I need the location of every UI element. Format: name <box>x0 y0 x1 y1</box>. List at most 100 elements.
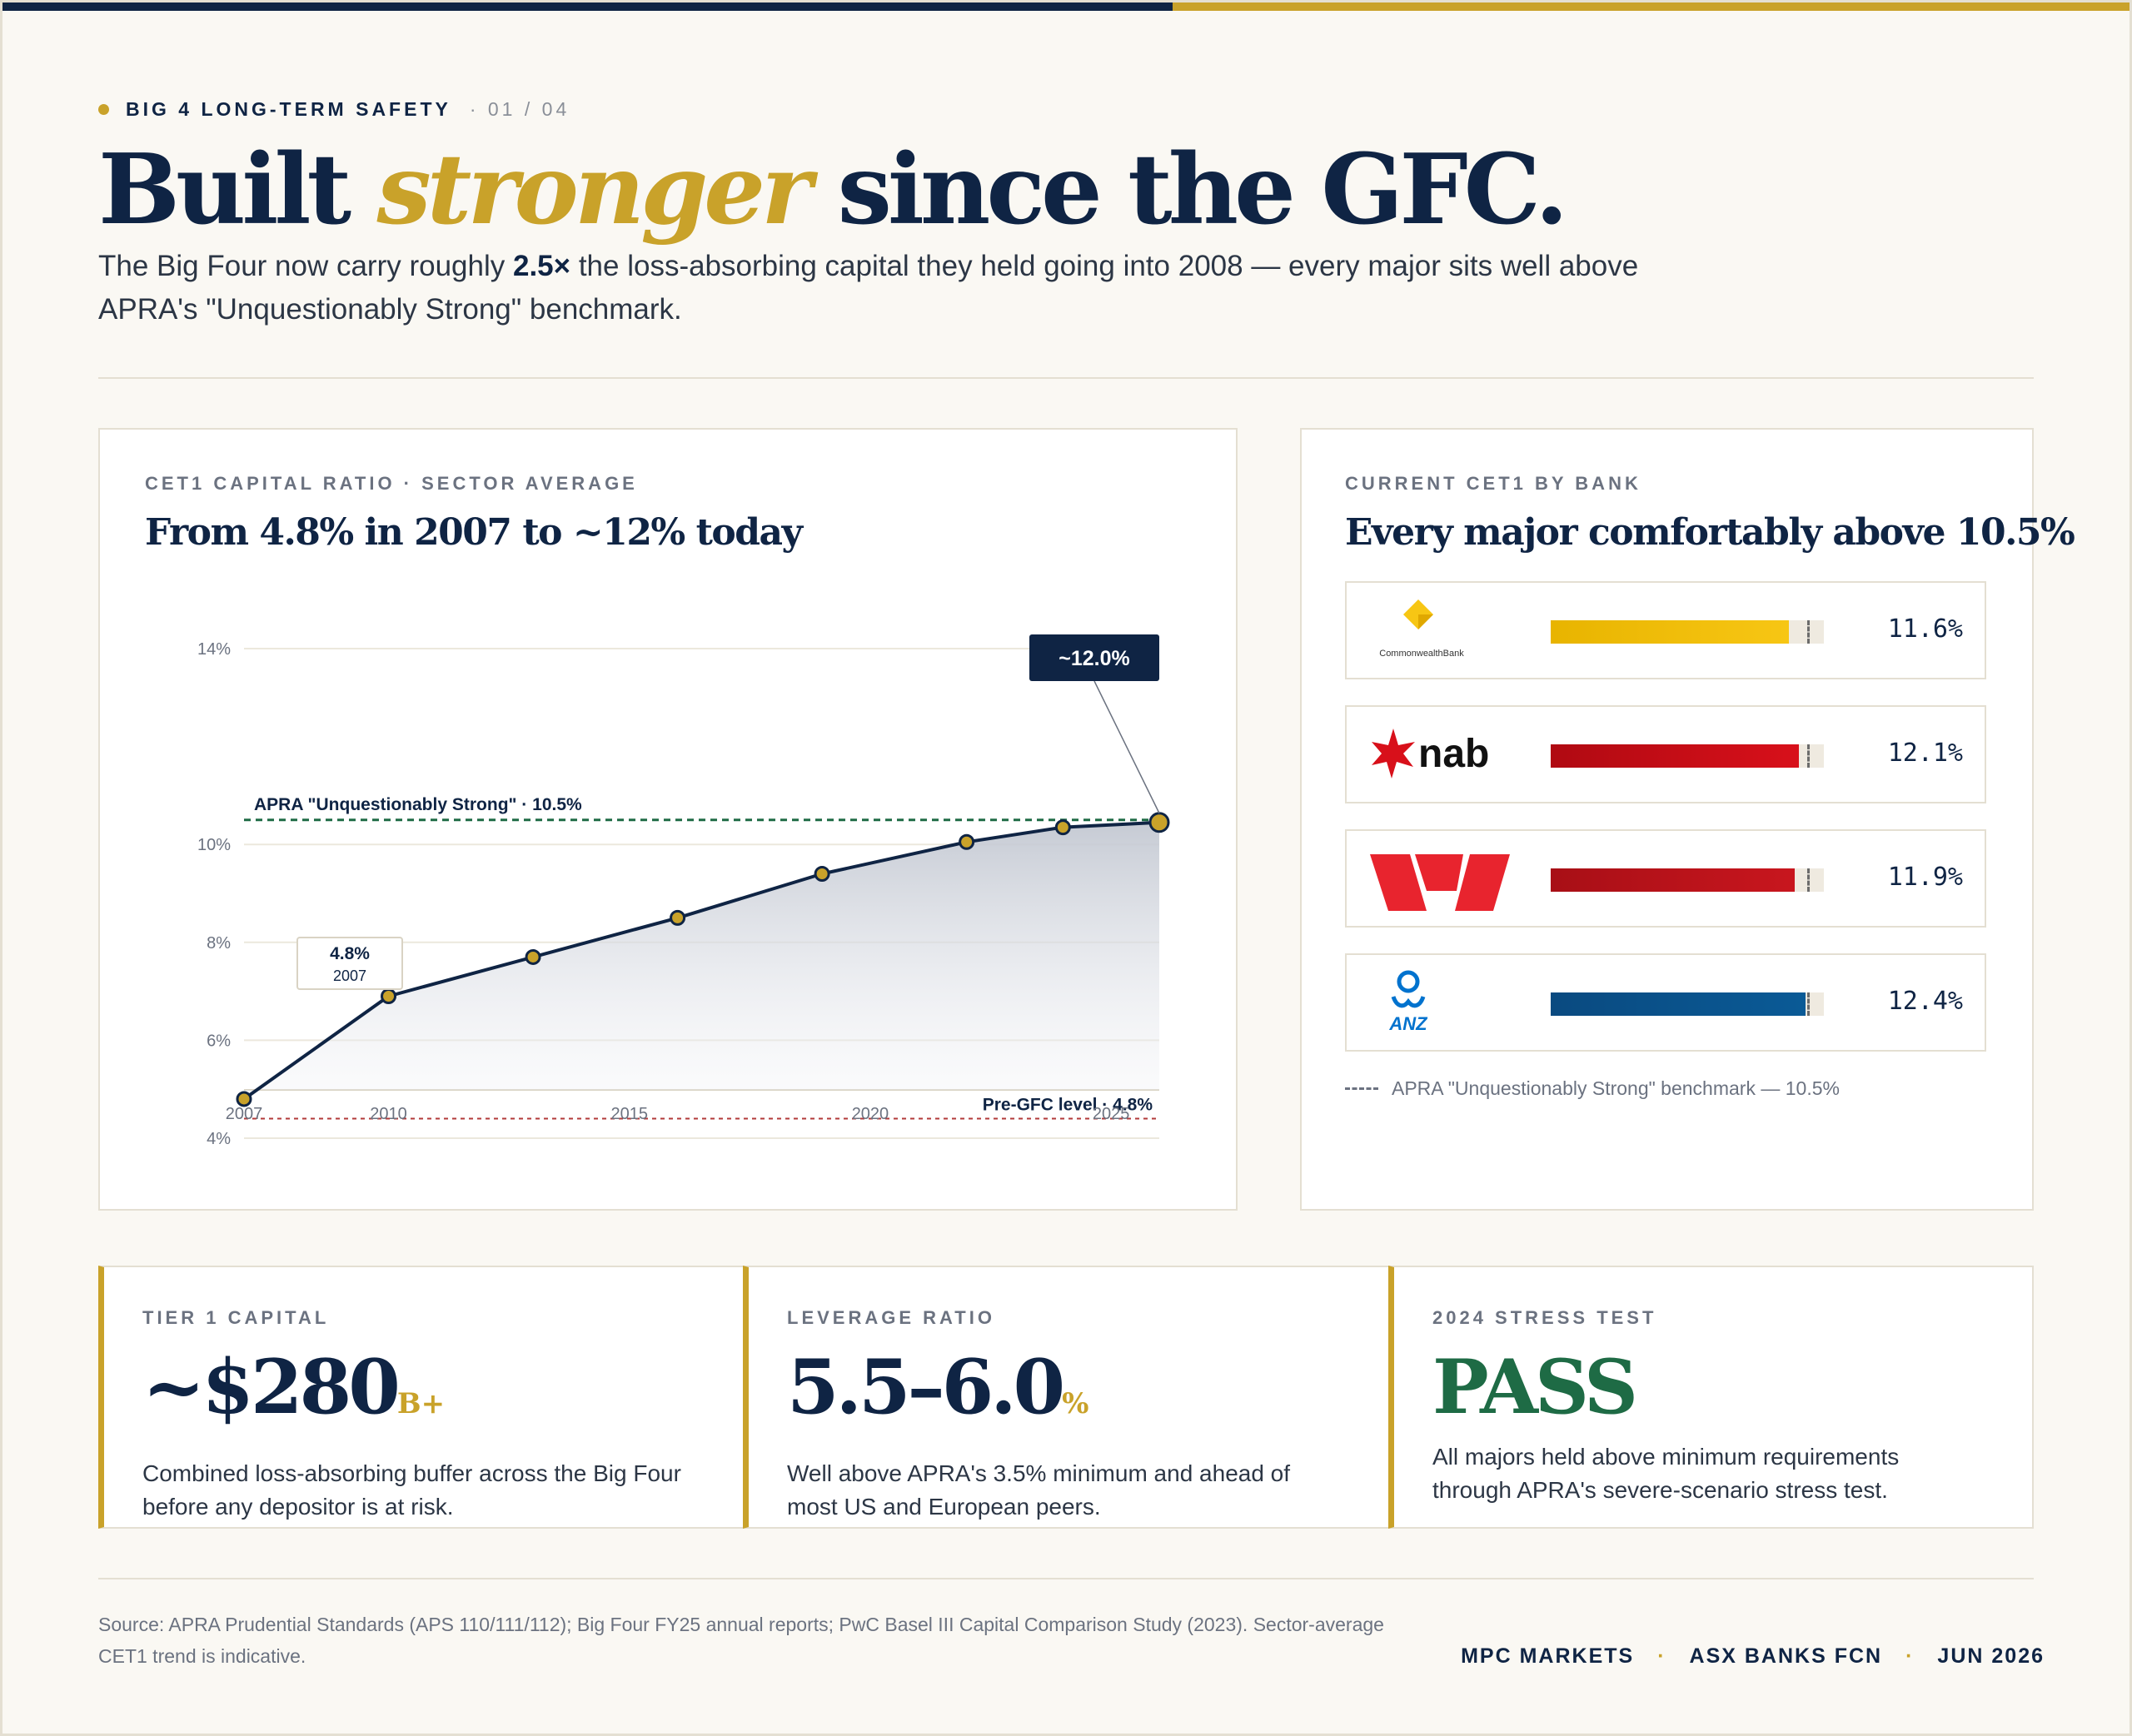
subtitle-text: The Big Four now carry roughly <box>98 250 513 282</box>
stat-kicker: 2024 STRESS TEST <box>1432 1307 1657 1328</box>
trend-title: From 4.8% in 2007 to ~12% today <box>145 511 803 554</box>
eyebrow-dot-icon <box>98 104 109 115</box>
anz-bar <box>1551 992 1806 1016</box>
anz-value: 12.4% <box>1887 987 1963 1016</box>
anz-benchmark-tick <box>1807 992 1811 1016</box>
nab-bar-track <box>1551 744 1824 768</box>
apra-benchmark-label: APRA "Unquestionably Strong" · 10.5% <box>254 795 582 814</box>
footer-divider <box>98 1578 2034 1579</box>
x-tick-label: 2020 <box>852 1105 889 1123</box>
data-point <box>1148 812 1170 833</box>
footer-brand: MPC MARKETS <box>1461 1644 1635 1668</box>
page-indicator: · 01 / 04 <box>469 98 570 120</box>
divider <box>98 377 2034 379</box>
cet1-trend-chart: APRA "Unquestionably Strong" · 10.5% Pre… <box>197 634 1170 1148</box>
footer-credits: MPC MARKETS · ASX BANKS FCN · JUN 2026 <box>1461 1644 2045 1669</box>
pre-gfc-label: Pre-GFC level · 4.8% <box>983 1095 1153 1114</box>
bank-legend-text: APRA "Unquestionably Strong" benchmark —… <box>1392 1077 1840 1099</box>
x-tick-label: 2010 <box>370 1105 407 1123</box>
data-point <box>670 909 686 926</box>
westpac-benchmark-tick <box>1807 868 1811 892</box>
data-point <box>525 948 541 965</box>
cba-logo: CommonwealthBank <box>1367 583 1533 678</box>
stat-description: Well above APRA's 3.5% minimum and ahead… <box>787 1460 1291 1520</box>
cet1-trend-card: CET1 CAPITAL RATIO · SECTOR AVERAGE From… <box>98 428 1238 1211</box>
x-tick-label: 2007 <box>226 1105 263 1123</box>
top-accent-bar <box>0 0 2132 11</box>
cba-bar <box>1551 620 1790 644</box>
y-tick-label: 10% <box>197 836 231 854</box>
bank-row-anz: ANZ 12.4% <box>1345 953 1986 1052</box>
nab-value: 12.1% <box>1887 739 1963 768</box>
westpac-bar-track <box>1551 868 1824 892</box>
data-point <box>381 987 397 1004</box>
x-tick-label: 2025 <box>1093 1105 1130 1123</box>
page-title: Built stronger since the GFC. <box>98 133 1569 246</box>
trend-kicker: CET1 CAPITAL RATIO · SECTOR AVERAGE <box>145 473 638 494</box>
stat-number: ~$280 <box>142 1343 401 1431</box>
bank-row-westpac: 11.9% <box>1345 829 1986 928</box>
nab-logo: nab <box>1367 707 1533 802</box>
callout-leader-line <box>1093 680 1160 814</box>
westpac-logo <box>1367 831 1533 926</box>
bank-legend: APRA "Unquestionably Strong" benchmark —… <box>1345 1077 1840 1100</box>
subtitle: The Big Four now carry roughly 2.5× the … <box>98 245 1681 331</box>
end-callout-text: ~12.0% <box>1059 647 1130 670</box>
nab-logo-text: nab <box>1418 732 1489 776</box>
footer-date: JUN 2026 <box>1937 1644 2045 1668</box>
y-tick-label: 8% <box>207 934 231 953</box>
x-tick-label: 2015 <box>610 1105 648 1123</box>
stat-description: Combined loss-absorbing buffer across th… <box>142 1460 681 1520</box>
footer-separator: · <box>1905 1644 1915 1668</box>
cba-benchmark-tick <box>1807 620 1811 644</box>
headline-part2: since the GFC. <box>808 133 1569 246</box>
stat-description: All majors held above minimum requiremen… <box>1432 1444 1900 1503</box>
start-callout: 4.8% 2007 <box>296 937 403 990</box>
cba-value: 11.6% <box>1887 614 1963 644</box>
data-point <box>236 1091 252 1107</box>
stat-stress-test: 2024 STRESS TEST PASS All majors held ab… <box>1388 1266 2034 1529</box>
headline-emphasis: stronger <box>376 133 812 246</box>
data-point <box>814 865 830 882</box>
stat-kicker: TIER 1 CAPITAL <box>142 1307 330 1328</box>
trend-line <box>242 820 1160 1101</box>
trend-area <box>244 822 1159 1099</box>
footer-product: ASX BANKS FCN <box>1689 1644 1883 1668</box>
headline-part1: Built <box>98 133 377 246</box>
westpac-value: 11.9% <box>1887 863 1963 892</box>
data-point <box>1054 819 1071 836</box>
y-tick-label: 14% <box>197 640 231 659</box>
anz-bar-track <box>1551 992 1824 1016</box>
stat-tier1: TIER 1 CAPITAL ~$280B+ Combined loss-abs… <box>98 1266 745 1529</box>
eyebrow: BIG 4 LONG-TERM SAFETY · 01 / 04 <box>98 98 570 121</box>
eyebrow-label: BIG 4 LONG-TERM SAFETY <box>126 98 451 120</box>
data-point <box>959 833 975 850</box>
legend-dash-icon <box>1345 1087 1378 1090</box>
stat-value: 5.5–6.0% <box>787 1346 1390 1445</box>
stat-value: PASS <box>1432 1346 2032 1429</box>
subtitle-highlight: 2.5× <box>512 250 571 282</box>
y-tick-label: 4% <box>207 1130 231 1148</box>
stat-value: ~$280B+ <box>142 1346 745 1445</box>
bank-title: Every major comfortably above 10.5% <box>1345 511 2075 554</box>
stat-kicker: LEVERAGE RATIO <box>787 1307 995 1328</box>
bank-row-cba: CommonwealthBank 11.6% <box>1345 581 1986 679</box>
westpac-bar <box>1551 868 1796 892</box>
stat-unit: % <box>1062 1387 1089 1420</box>
bank-cet1-card: CURRENT CET1 BY BANK Every major comfort… <box>1300 428 2075 1211</box>
footer-separator: · <box>1657 1644 1666 1668</box>
subtitle-text-end: the loss-absorbing capital they held goi… <box>98 250 1639 326</box>
start-callout-value: 4.8% <box>330 944 370 963</box>
stat-number: PASS <box>1432 1343 1638 1431</box>
bank-kicker: CURRENT CET1 BY BANK <box>1345 473 1641 494</box>
stat-unit: B+ <box>396 1387 446 1420</box>
stat-number: 5.5–6.0 <box>787 1343 1065 1431</box>
y-tick-label: 6% <box>207 1032 231 1050</box>
source-note: Source: APRA Prudential Standards (APS 1… <box>98 1614 1384 1667</box>
nab-benchmark-tick <box>1807 744 1811 768</box>
stat-leverage: LEVERAGE RATIO 5.5–6.0% Well above APRA'… <box>743 1266 1390 1529</box>
nab-bar <box>1551 744 1800 768</box>
cba-logo-text: CommonwealthBank <box>1379 649 1464 659</box>
end-callout: ~12.0% <box>1029 634 1159 681</box>
bank-row-nab: nab 12.1% <box>1345 705 1986 803</box>
